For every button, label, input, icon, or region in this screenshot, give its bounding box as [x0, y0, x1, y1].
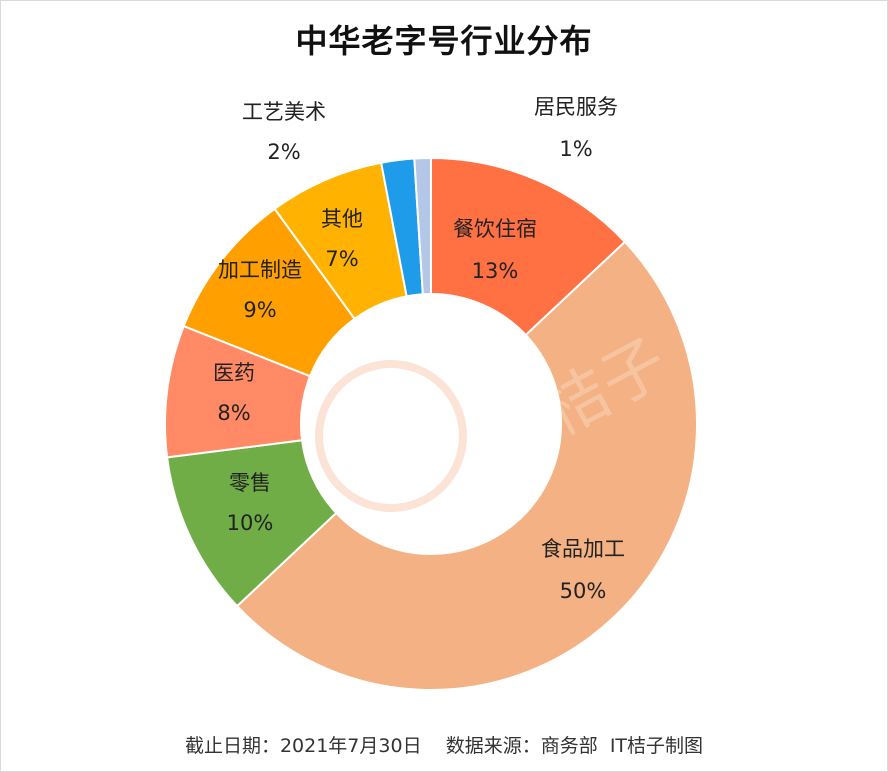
- slice-居民服务: [413, 156, 432, 296]
- watermark-circle: [315, 360, 467, 512]
- slice-label-name: 加工制造: [218, 258, 302, 282]
- slice-label-value: 1%: [559, 137, 592, 161]
- slice-label-value: 50%: [560, 579, 607, 603]
- slice-label-value: 7%: [325, 247, 358, 271]
- watermark-logo: [315, 360, 467, 512]
- slice-label-value: 10%: [227, 511, 274, 535]
- slice-label-value: 9%: [243, 298, 276, 322]
- chart-footer: 截止日期：2021年7月30日 数据来源：商务部 IT桔子制图: [0, 731, 888, 758]
- slice-label-value: 8%: [217, 401, 250, 425]
- slice-label-value: 2%: [267, 140, 300, 164]
- donut-slices: [164, 156, 698, 691]
- slice-食品加工: [235, 240, 698, 691]
- chart-title: 中华老字号行业分布: [295, 22, 593, 60]
- slice-label-name: 零售: [229, 471, 271, 495]
- slice-label-name: 工艺美术: [242, 100, 326, 124]
- slice-label-name: 医药: [213, 361, 255, 385]
- slice-label-value: 13%: [472, 259, 519, 283]
- slice-label-name: 居民服务: [534, 95, 618, 119]
- footer-date: 截止日期：2021年7月30日: [184, 735, 422, 757]
- slice-label-name: 食品加工: [541, 537, 625, 561]
- slice-label-name: 其他: [321, 207, 363, 231]
- footer-source: 数据来源：商务部 IT桔子制图: [445, 735, 704, 757]
- slice-label-name: 餐饮住宿: [453, 217, 537, 241]
